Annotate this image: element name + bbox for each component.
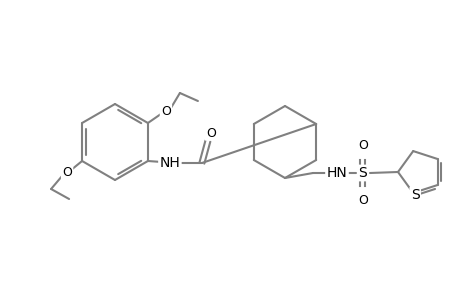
Text: S: S: [410, 188, 419, 202]
Text: O: O: [206, 127, 215, 140]
Text: NH: NH: [159, 156, 180, 170]
Text: O: O: [357, 139, 367, 152]
Text: O: O: [62, 167, 72, 179]
Text: S: S: [358, 166, 367, 180]
Text: O: O: [161, 104, 170, 118]
Text: HN: HN: [326, 166, 347, 180]
Text: O: O: [357, 194, 367, 208]
